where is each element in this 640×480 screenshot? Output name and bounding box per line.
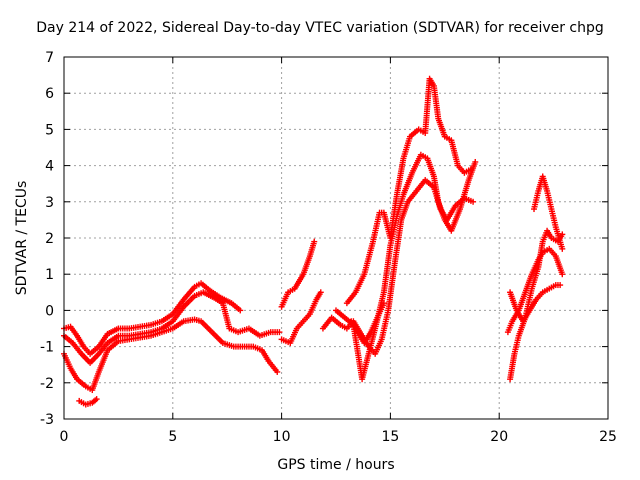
y-tick-label: 2 <box>45 231 54 247</box>
y-tick-label: 5 <box>45 122 54 138</box>
y-tick-label: 3 <box>45 195 54 211</box>
data-point <box>559 245 566 252</box>
y-tick-label: -1 <box>40 340 54 356</box>
data-point <box>311 238 318 245</box>
x-tick-label: 15 <box>381 429 399 445</box>
data-point <box>274 368 281 375</box>
x-tick-label: 0 <box>60 429 69 445</box>
y-tick-label: 1 <box>45 267 54 283</box>
data-point <box>472 158 479 165</box>
data-point <box>559 271 566 278</box>
y-tick-label: 0 <box>45 303 54 319</box>
data-point <box>93 396 100 403</box>
y-tick-label: 4 <box>45 159 54 175</box>
data-point <box>467 166 474 173</box>
data-point <box>557 282 564 289</box>
data-point <box>237 307 244 314</box>
chart-title: Day 214 of 2022, Sidereal Day-to-day VTE… <box>36 20 604 36</box>
data-point <box>317 289 324 296</box>
axis-ticks <box>63 56 609 420</box>
y-tick-label: 6 <box>45 86 54 102</box>
x-axis-label: GPS time / hours <box>277 457 395 473</box>
x-tick-label: 25 <box>599 429 617 445</box>
grid-lines <box>64 57 608 419</box>
y-tick-label: -3 <box>40 412 54 428</box>
axis-tick-labels: 0 5 10 15 20 25 -3 -2 -1 0 1 2 3 4 5 6 7 <box>40 50 617 445</box>
y-tick-label: 7 <box>45 50 54 66</box>
data-points <box>61 75 566 408</box>
y-axis-label: SDTVAR / TECUs <box>14 180 30 296</box>
x-tick-label: 20 <box>490 429 508 445</box>
data-point <box>276 329 283 336</box>
y-tick-label: -2 <box>40 376 54 392</box>
data-point <box>470 198 477 205</box>
x-tick-label: 10 <box>273 429 291 445</box>
data-point <box>559 231 566 238</box>
x-tick-label: 5 <box>168 429 177 445</box>
data-point <box>380 300 387 307</box>
